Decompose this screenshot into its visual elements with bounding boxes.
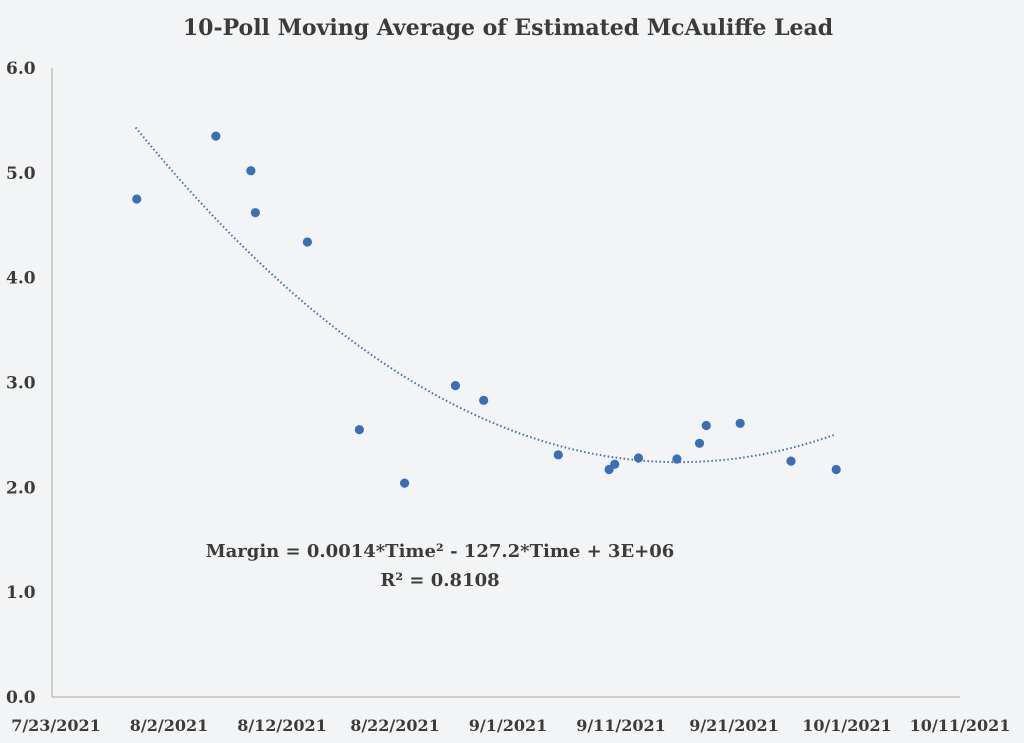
data-point (211, 131, 221, 141)
y-tick-label: 6.0 (6, 59, 36, 79)
x-tick-label: 9/11/2021 (576, 716, 666, 735)
trendline (134, 126, 835, 464)
data-point (831, 464, 841, 475)
y-tick-label: 5.0 (6, 164, 36, 184)
chart-title: 10-Poll Moving Average of Estimated McAu… (183, 15, 833, 41)
x-tick-label: 10/1/2021 (802, 716, 892, 735)
data-point (479, 395, 489, 405)
data-point (250, 208, 260, 218)
y-tick-labels: 0.0 1.0 2.0 3.0 4.0 5.0 6.0 (6, 59, 36, 708)
data-point (786, 456, 796, 466)
y-tick-label: 3.0 (6, 374, 36, 394)
data-point (672, 454, 682, 464)
x-tick-label: 8/22/2021 (350, 716, 440, 735)
data-point (354, 425, 364, 435)
x-tick-label: 8/12/2021 (237, 716, 327, 735)
data-point (633, 453, 644, 463)
data-point (302, 237, 312, 247)
data-point (246, 166, 256, 176)
data-point (132, 194, 142, 204)
trendline-equation: Margin = 0.0014*Time² - 127.2*Time + 3E+… (206, 541, 675, 562)
y-tick-label: 2.0 (6, 478, 36, 498)
data-point (610, 459, 620, 469)
x-tick-label: 9/21/2021 (689, 716, 779, 735)
x-tick-label: 10/11/2021 (910, 716, 1011, 735)
y-tick-label: 1.0 (6, 583, 36, 603)
data-point (399, 478, 410, 488)
data-point (450, 381, 461, 391)
x-tick-label: 9/1/2021 (469, 716, 547, 735)
y-tick-label: 4.0 (6, 269, 36, 289)
y-tick-label: 0.0 (6, 688, 36, 708)
data-point (694, 438, 705, 448)
x-tick-label: 8/2/2021 (130, 716, 208, 735)
r-squared-label: R² = 0.8108 (380, 570, 499, 591)
x-tick-labels: 7/23/2021 8/2/2021 8/12/2021 8/22/2021 9/1/2… (11, 716, 1010, 735)
data-point (735, 418, 745, 428)
data-point (553, 450, 563, 460)
data-point (701, 420, 711, 431)
x-tick-label: 7/23/2021 (11, 716, 101, 735)
data-points (132, 131, 841, 488)
